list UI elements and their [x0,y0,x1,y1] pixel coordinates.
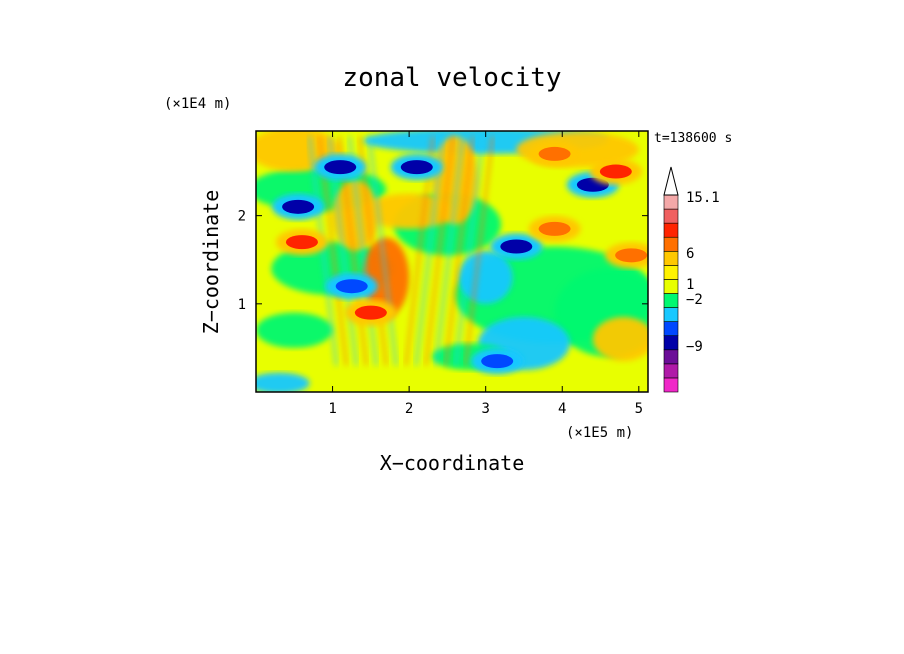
field-feature [538,221,571,236]
x-tick-label: 1 [328,401,336,417]
colorbar-segment [663,363,679,379]
colorbar-segment [663,194,679,210]
field-feature [282,199,315,214]
colorbar-segment [663,321,679,337]
colorbar: 15.1 6 1−2 −9 [663,166,720,393]
field-streak [367,136,398,366]
y-tick-label: 2 [238,209,246,225]
plot-frame [255,130,649,393]
field-patch [592,317,648,362]
colorbar-segment [663,307,679,322]
field-streak [434,136,465,366]
x-tick-label: 3 [481,401,489,417]
y-ticks: 12 [238,209,648,313]
field-patch [256,312,333,348]
field-feature [481,354,514,369]
x-tick-label: 5 [635,401,643,417]
colorbar-segment [663,279,679,294]
field-feature [335,279,368,294]
field-streak [308,136,338,366]
colorbar-segment [663,236,679,252]
field-feature [324,160,357,175]
field-feature [285,235,318,250]
field-streak [464,136,495,366]
field-streak [414,136,445,366]
field-feature [354,305,387,320]
field-patch [458,250,513,304]
field-streak [444,136,475,366]
x-tick-label: 4 [558,401,566,417]
field-feature [500,239,533,254]
chart-title: zonal velocity [342,63,561,93]
colorbar-tick-label: 15.1 [686,190,720,206]
colorbar-tick-label: −2 [686,292,703,308]
colorbar-segment [663,250,679,266]
colorbar-tick-label: −9 [686,339,703,355]
field-streak [357,136,388,366]
y-axis-label: Z−coordinate [199,190,223,335]
colorbar-tick-label: 6 [686,246,694,262]
field-patch [256,372,310,392]
colorbar-arrow [663,166,679,196]
colorbar-segment [663,208,679,224]
colorbar-tick-label: 1 [686,277,694,293]
colorbar-segment [663,335,679,351]
field-streak [424,136,455,366]
colorbar-segment [663,265,679,280]
colorbar-segment [663,222,679,238]
feature-layer [272,140,648,375]
field-feature [599,164,632,179]
plot-area [256,131,648,392]
x-ticks: 1 2 3 4 5 [328,131,643,417]
colorbar-segment [663,293,679,308]
y-unit-label: (×1E4 m) [164,96,231,112]
time-label: t=138600 s [654,131,732,146]
y-tick-label: 1 [238,297,246,313]
field-feature [615,248,648,263]
x-unit-label: (×1E5 m) [566,425,633,441]
field-streak [454,136,485,366]
field-feature [538,146,571,161]
colorbar-segment [663,377,679,393]
x-axis-label: X−coordinate [380,451,525,475]
field-feature [400,160,433,175]
colorbar-segment [663,349,679,365]
x-tick-label: 2 [405,401,413,417]
